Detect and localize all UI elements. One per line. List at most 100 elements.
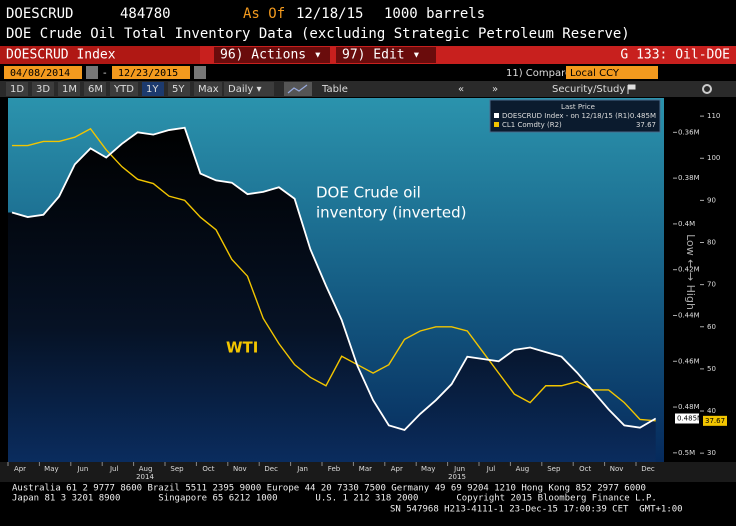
footer-line: Japan 81 3 3201 8900 Singapore 65 6212 1…: [12, 494, 657, 504]
period-label[interactable]: Max: [198, 84, 219, 95]
prev-button[interactable]: «: [458, 84, 464, 95]
legend-swatch: [494, 113, 499, 118]
end-input[interactable]: [112, 66, 190, 79]
y2-tick-label: 90: [707, 196, 716, 204]
period-label[interactable]: 5Y: [172, 84, 185, 95]
period-button[interactable]: [224, 82, 274, 96]
edit-label[interactable]: 97) Edit ▾: [342, 48, 420, 63]
table-button[interactable]: Table: [321, 84, 348, 95]
y2-tick-label: 30: [707, 449, 716, 457]
y2-tick-label: 100: [707, 154, 720, 162]
legend-value: 37.67: [636, 121, 656, 129]
legend-title: Last Price: [561, 103, 595, 111]
period-button[interactable]: [194, 82, 222, 96]
period-button[interactable]: [84, 82, 106, 96]
period-label[interactable]: YTD: [113, 84, 134, 95]
chart-icon: [287, 84, 308, 94]
y2-tick-label: 110: [707, 112, 720, 120]
page-code: G 133: Oil-DOE: [620, 48, 730, 63]
x-tick-label: Aug: [516, 465, 530, 473]
ticker: DOESCRUD: [6, 6, 73, 22]
compare-label[interactable]: 11) Compare: [506, 68, 571, 79]
x-tick-label: Jul: [109, 465, 119, 473]
period-buttons: 1D 3D 1M 6M YTD 1Y 5Y Max Daily ▾: [6, 82, 274, 96]
x-tick-label: May: [421, 465, 435, 473]
y2-tick-label: 60: [707, 323, 716, 331]
period-label[interactable]: 1M: [62, 84, 77, 95]
dash: -: [103, 68, 107, 79]
flag-icon[interactable]: [627, 84, 636, 94]
currency-input[interactable]: [566, 66, 658, 79]
x-tick-label: Aug: [139, 465, 153, 473]
x-tick-label: Nov: [610, 465, 624, 473]
last-badge-label: 0.485M: [677, 415, 703, 423]
period-label[interactable]: 1Y: [146, 84, 159, 95]
x-tick-label: Sep: [547, 465, 561, 473]
as-of-date: 12/18/15: [296, 6, 363, 22]
year-label: 2015: [448, 473, 466, 481]
period-label[interactable]: 1D: [10, 84, 24, 95]
settings-icon[interactable]: [702, 84, 712, 94]
period-button[interactable]: [6, 82, 28, 96]
period-button[interactable]: [32, 82, 54, 96]
last-badge: [675, 413, 699, 424]
x-tick-label: Oct: [579, 465, 591, 473]
y2-tick-label: 50: [707, 365, 716, 373]
y-tick-label: 0.36M: [678, 128, 700, 136]
period-label[interactable]: 6M: [88, 84, 103, 95]
period-button[interactable]: [168, 82, 190, 96]
x-tick-label: Mar: [359, 465, 372, 473]
actions-button[interactable]: [214, 47, 330, 63]
footer-line: SN 547968 H213-4111-1 23-Dec-15 17:00:39…: [390, 505, 683, 515]
y-tick-label: 0.38M: [678, 174, 700, 182]
series-line: [11, 126, 657, 431]
legend-label: CL1 Comdty (R2): [502, 121, 562, 129]
last-badge: [703, 415, 727, 426]
area: [8, 127, 656, 462]
y-tick-label: 0.5M: [678, 449, 695, 457]
start-input[interactable]: [4, 66, 82, 79]
period-button[interactable]: [58, 82, 80, 96]
legend-value: 0.485M: [630, 112, 656, 120]
end-date[interactable]: 12/23/2015: [118, 68, 178, 79]
calendar-icon[interactable]: [86, 66, 98, 79]
next-button[interactable]: »: [492, 84, 498, 95]
x-tick-label: Jul: [486, 465, 496, 473]
period-label[interactable]: Daily ▾: [228, 84, 262, 95]
actions-label[interactable]: 96) Actions ▾: [220, 48, 322, 63]
y-tick-label: 0.48M: [678, 403, 700, 411]
x-tick-label: Sep: [170, 465, 184, 473]
annotation: WTI: [226, 339, 258, 357]
chart: 0.36M 0.38M 0.4M 0.42M 0.44M 0.46M 0.48M 0.5M 30…: [7, 99, 727, 481]
currency[interactable]: Local CCY: [570, 68, 620, 79]
period-button[interactable]: [142, 82, 164, 96]
units: 1000 barrels: [384, 6, 485, 22]
legend-label: DOESCRUD Index - on 12/18/15 (R1): [502, 112, 630, 120]
y2-tick-label: 80: [707, 239, 716, 247]
edit-button[interactable]: [336, 47, 436, 63]
x-tick-label: Dec: [264, 465, 278, 473]
x-tick-label: Dec: [641, 465, 655, 473]
y-tick-label: 0.4M: [678, 220, 695, 228]
y2-tick-label: 40: [707, 407, 716, 415]
value: 484780: [120, 6, 171, 22]
start-date[interactable]: 04/08/2014: [10, 68, 70, 79]
time-axis: [0, 462, 736, 482]
chart-icon-button[interactable]: [284, 82, 312, 96]
series-line: [12, 127, 656, 422]
last-badge-label: 37.67: [705, 417, 725, 425]
period-button[interactable]: [110, 82, 138, 96]
period-label[interactable]: 3D: [36, 84, 50, 95]
year-label: 2014: [136, 473, 154, 481]
security-button[interactable]: Security/Study: [552, 84, 625, 95]
x-tick-label: Apr: [391, 465, 403, 473]
y2-tick-label: 70: [707, 281, 716, 289]
x-tick-label: Jan: [296, 465, 308, 473]
y-tick-label: 0.42M: [678, 266, 700, 274]
x-tick-label: Jun: [453, 465, 465, 473]
index-name: DOESCRUD Index: [6, 48, 116, 63]
x-tick-label: Nov: [233, 465, 247, 473]
x-tick-label: Oct: [202, 465, 214, 473]
calendar-icon[interactable]: [194, 66, 206, 79]
